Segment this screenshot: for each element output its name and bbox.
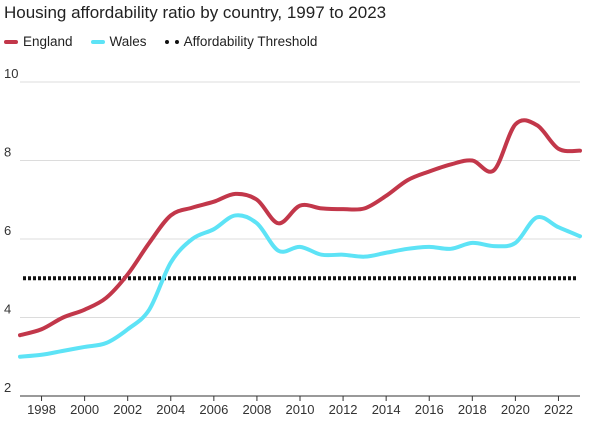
x-tick-label-2022: 2022	[544, 402, 573, 417]
x-tick-label-1998: 1998	[27, 402, 56, 417]
x-tick-label-2008: 2008	[242, 402, 271, 417]
x-tick-label-2004: 2004	[156, 402, 185, 417]
y-tick-label-8: 8	[4, 145, 11, 160]
x-tick-label-2014: 2014	[372, 402, 401, 417]
legend-swatch-wales	[90, 39, 105, 44]
legend-item-threshold: Affordability Threshold	[164, 34, 318, 49]
x-tick-label-2012: 2012	[329, 402, 358, 417]
y-tick-label-2: 2	[4, 380, 11, 395]
legend-label-england: England	[23, 34, 73, 49]
y-tick-label-6: 6	[4, 223, 11, 238]
legend-label-wales: Wales	[109, 34, 147, 49]
x-tick-label-2020: 2020	[501, 402, 530, 417]
series-line-wales	[18, 213, 582, 359]
x-tick-label-2018: 2018	[458, 402, 487, 417]
y-tick-label-4: 4	[4, 302, 11, 317]
legend-item-wales: Wales	[90, 34, 147, 49]
series-line-england	[18, 118, 582, 338]
legend-swatch-england	[4, 39, 18, 44]
x-tick-label-2000: 2000	[70, 402, 99, 417]
x-tick-label-2010: 2010	[286, 402, 315, 417]
x-tick-label-2002: 2002	[113, 402, 142, 417]
legend-item-england: England	[4, 34, 73, 49]
legend: England Wales Affordability Threshold	[4, 34, 335, 49]
legend-label-threshold: Affordability Threshold	[183, 34, 318, 49]
y-tick-label-10: 10	[4, 66, 18, 81]
x-tick-label-2006: 2006	[199, 402, 228, 417]
chart-title: Housing affordability ratio by country, …	[4, 3, 387, 22]
x-tick-label-2016: 2016	[415, 402, 444, 417]
legend-swatch-threshold	[164, 39, 179, 44]
